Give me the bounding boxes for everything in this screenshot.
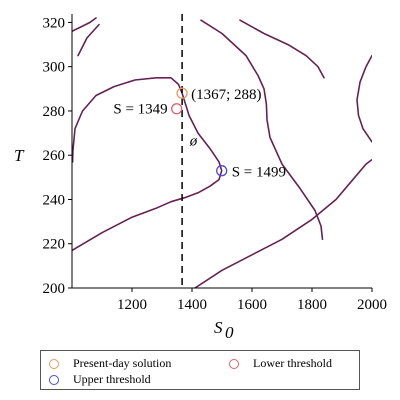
legend-marker-upper bbox=[49, 374, 59, 385]
legend: Present-day solution Lower threshold Upp… bbox=[40, 350, 360, 390]
x-tick-label-1200: 1200 bbox=[117, 297, 147, 313]
contour-curve-5 bbox=[239, 19, 325, 79]
contour-curve-4 bbox=[200, 19, 324, 241]
legend-item-lower: Lower threshold bbox=[229, 356, 332, 371]
legend-marker-present bbox=[49, 358, 59, 369]
legend-label-upper: Upper threshold bbox=[73, 372, 151, 386]
contour-curve-7 bbox=[356, 54, 372, 143]
y-axis-label: T bbox=[14, 146, 25, 165]
y-tick-label-200: 200 bbox=[43, 281, 66, 297]
point-label-2: S = 1349 bbox=[113, 102, 167, 118]
y-tick-label-260: 260 bbox=[43, 148, 66, 164]
legend-label-present: Present-day solution bbox=[73, 356, 172, 370]
legend-item-present: Present-day solution bbox=[49, 356, 171, 371]
y-tick-label-300: 300 bbox=[43, 60, 66, 76]
point-group bbox=[171, 87, 228, 177]
contour-curve-shade-2 bbox=[72, 17, 97, 32]
contour-curve-1 bbox=[77, 23, 100, 57]
point-marker-1 bbox=[176, 87, 188, 99]
contour-curve-shade-7 bbox=[356, 55, 372, 143]
contour-curve-shade-1 bbox=[77, 24, 100, 56]
point-label-3: S = 1499 bbox=[232, 165, 286, 181]
legend-label-lower: Lower threshold bbox=[253, 356, 332, 370]
y-tick-label-240: 240 bbox=[43, 192, 66, 208]
y-tick-label-220: 220 bbox=[43, 237, 66, 253]
curve-group bbox=[72, 17, 372, 288]
x-axis-label: S bbox=[214, 318, 223, 337]
x-tick-label-1400: 1400 bbox=[177, 297, 207, 313]
x-tick-label-2000: 2000 bbox=[357, 297, 387, 313]
contour-curve-shade-4 bbox=[200, 19, 323, 240]
x-tick-label-1600: 1600 bbox=[237, 297, 267, 313]
contour-curve-shade-6 bbox=[194, 159, 372, 288]
legend-marker-lower bbox=[229, 358, 239, 369]
y-tick-label-320: 320 bbox=[43, 15, 66, 31]
point-marker-2 bbox=[171, 103, 183, 115]
y-tick-label-280: 280 bbox=[43, 104, 66, 120]
contour-curve-shade-5 bbox=[239, 19, 325, 78]
x-axis-label-subscript: 0 bbox=[225, 323, 234, 342]
annotation-group: (1367; 288) S = 1349 S = 1499 ø bbox=[113, 87, 286, 180]
contour-curve-shade-3 bbox=[72, 77, 223, 251]
annotation-1: ø bbox=[189, 134, 198, 150]
point-label-1: (1367; 288) bbox=[191, 87, 261, 103]
chart: 1200 1400 1600 1800 2000 200 220 240 260 280 300 32… bbox=[14, 14, 387, 342]
legend-item-upper: Upper threshold bbox=[49, 372, 151, 387]
axes: 1200 1400 1600 1800 2000 200 220 240 260 280 300 32… bbox=[14, 14, 387, 342]
x-tick-label-1800: 1800 bbox=[297, 297, 327, 313]
point-marker-3 bbox=[216, 165, 228, 177]
